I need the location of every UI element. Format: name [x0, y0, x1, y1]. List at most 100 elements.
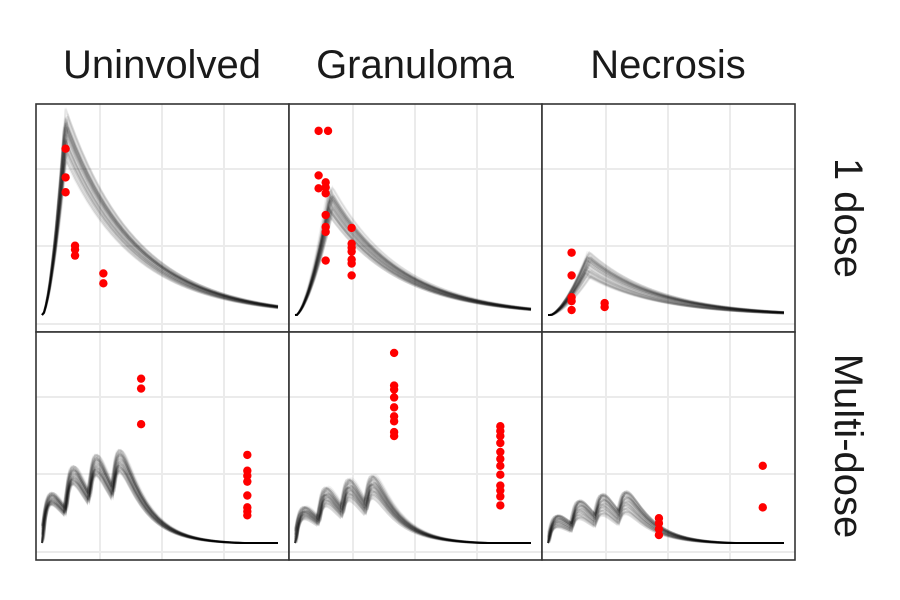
- simulated-curve: [294, 206, 532, 316]
- simulated-curve: [547, 492, 784, 544]
- simulated-curve: [41, 140, 279, 316]
- simulated-curve: [41, 463, 278, 544]
- simulated-curve: [41, 138, 279, 316]
- simulated-curve: [41, 116, 279, 316]
- simulated-curve: [294, 194, 532, 316]
- simulated-curve: [294, 487, 531, 544]
- simulated-curve: [548, 250, 785, 316]
- simulated-curve: [294, 197, 532, 316]
- simulated-curve: [41, 141, 279, 316]
- simulated-curve: [548, 256, 785, 316]
- simulated-curve: [41, 144, 279, 316]
- simulated-curve: [547, 500, 784, 544]
- panel-multi-dose-granuloma: [288, 331, 543, 561]
- simulated-curve: [41, 452, 278, 544]
- simulated-curve: [295, 199, 532, 316]
- simulated-curve: [547, 489, 784, 544]
- observed-point: [321, 183, 330, 192]
- observed-point: [496, 454, 505, 464]
- observed-point: [136, 374, 146, 383]
- simulated-curve: [294, 473, 531, 544]
- simulated-curve: [41, 460, 278, 544]
- simulated-curve: [294, 493, 531, 544]
- simulated-curve: [41, 121, 279, 316]
- simulated-curve: [41, 122, 279, 316]
- simulated-curve: [294, 489, 531, 544]
- simulated-curve: [294, 211, 532, 316]
- simulated-curve: [548, 272, 784, 316]
- simulated-curve: [41, 469, 278, 544]
- simulated-curve: [41, 467, 278, 544]
- observed-point: [243, 477, 252, 486]
- simulated-curve: [41, 455, 278, 544]
- observed-point: [243, 471, 252, 480]
- simulated-curve: [294, 186, 532, 316]
- simulated-curve: [548, 259, 785, 316]
- simulated-curve: [41, 467, 278, 544]
- simulated-curve: [294, 195, 532, 316]
- simulated-curve: [548, 250, 785, 316]
- simulated-curve: [294, 183, 532, 316]
- simulated-curve: [41, 448, 278, 544]
- simulated-curve: [547, 501, 784, 544]
- simulated-curve: [41, 449, 278, 544]
- simulated-curve: [547, 491, 784, 544]
- observed-point: [654, 524, 664, 534]
- simulated-curve: [41, 466, 278, 544]
- simulated-curve: [294, 195, 532, 316]
- simulated-curve: [548, 256, 785, 316]
- simulated-curve: [41, 469, 278, 544]
- simulated-curve: [547, 507, 784, 544]
- simulated-curve: [41, 469, 278, 544]
- simulated-curve: [548, 268, 785, 316]
- panel-1-dose-granuloma: [288, 103, 543, 333]
- simulated-curve: [547, 503, 784, 544]
- simulated-curve: [41, 460, 278, 544]
- simulated-curve: [295, 205, 532, 316]
- observed-point: [99, 269, 108, 278]
- simulated-curve: [41, 130, 279, 316]
- observed-point: [321, 189, 330, 198]
- simulated-curve: [294, 478, 531, 544]
- simulated-curve: [548, 254, 785, 316]
- observed-point: [496, 447, 505, 457]
- simulated-curve: [41, 126, 279, 316]
- simulated-curve: [41, 458, 278, 544]
- simulated-curve: [41, 129, 279, 316]
- simulated-curve: [295, 211, 532, 316]
- simulated-curve: [294, 488, 531, 544]
- observed-point: [389, 385, 399, 394]
- simulated-curve: [547, 510, 784, 544]
- simulated-curve: [294, 199, 532, 316]
- simulated-curve: [41, 450, 278, 544]
- simulated-curve: [547, 494, 784, 544]
- observed-point: [321, 210, 330, 220]
- simulated-curve: [294, 185, 532, 316]
- simulated-curve: [294, 474, 531, 544]
- simulated-curve: [547, 504, 784, 544]
- simulated-curve: [548, 259, 785, 316]
- simulated-curve: [41, 107, 279, 316]
- simulated-curve: [41, 128, 279, 316]
- simulated-curve: [41, 117, 279, 316]
- simulated-curve: [294, 475, 531, 544]
- observed-point: [496, 501, 505, 510]
- simulated-curve: [295, 208, 532, 316]
- observed-point: [567, 296, 576, 306]
- simulated-curve: [41, 457, 278, 544]
- simulated-curve: [41, 464, 278, 544]
- observed-point: [321, 256, 330, 265]
- observed-point: [70, 245, 80, 254]
- observed-point: [136, 420, 146, 429]
- simulated-curve: [294, 192, 532, 316]
- observed-point: [389, 431, 399, 441]
- simulated-curve: [548, 263, 785, 316]
- observed-point: [347, 223, 356, 233]
- simulated-curve: [41, 470, 278, 544]
- simulated-curve: [41, 459, 278, 544]
- simulated-curve: [294, 490, 531, 544]
- simulated-curve: [548, 271, 785, 316]
- simulated-curve: [548, 275, 785, 316]
- simulated-curve: [547, 510, 784, 544]
- simulated-curve: [41, 142, 279, 316]
